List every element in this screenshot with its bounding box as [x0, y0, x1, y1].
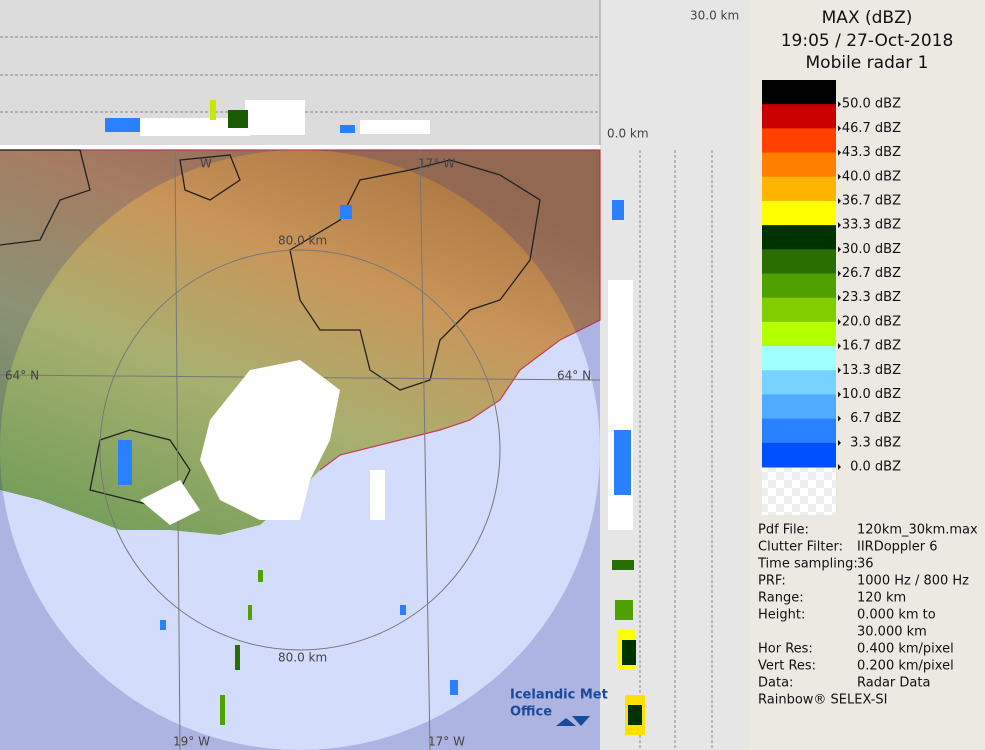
echoes [118, 205, 458, 725]
legend-label: 23.3 dBZ [842, 290, 901, 305]
legend-tick [838, 173, 841, 180]
logo-text: Icelandic Met [510, 688, 608, 703]
lon-label: 19° W [173, 735, 210, 749]
legend-label: 20.0 dBZ [842, 314, 901, 329]
range-label: 80.0 km [278, 651, 327, 665]
legend-label: 30.0 dBZ [842, 242, 901, 257]
legend-tick [838, 367, 841, 374]
info-label: Time sampling: [757, 557, 858, 572]
legend-tick [838, 197, 841, 204]
legend-label: 40.0 dBZ [842, 169, 901, 184]
legend-swatch [762, 370, 836, 395]
legend-tick [838, 101, 841, 108]
legend-radar: Mobile radar 1 [806, 53, 929, 73]
legend-swatch [762, 418, 836, 444]
legend-label: 16.7 dBZ [842, 339, 901, 354]
info-label: Range: [758, 591, 804, 606]
legend-label: 6.7 dBZ [850, 411, 901, 426]
info-label: Height: [758, 608, 805, 623]
legend-label: 36.7 dBZ [842, 193, 901, 208]
info-value: 0.400 km/pixel [857, 642, 954, 657]
legend-label: 10.0 dBZ [842, 387, 901, 402]
legend-swatch [762, 273, 836, 299]
legend-levels: 50.0 dBZ 46.7 dBZ 43.3 dBZ 40.0 dBZ 36.7 dBZ… [762, 80, 901, 475]
legend-swatch [762, 152, 836, 178]
footer: Rainbow® SELEX-SI [758, 693, 888, 708]
lon-label: W [200, 157, 212, 171]
legend-tick [838, 149, 841, 156]
legend-tick [838, 343, 841, 350]
legend-label: 3.3 dBZ [850, 435, 901, 450]
legend-swatch [762, 321, 836, 347]
legend-tick [838, 439, 841, 446]
legend-tick [838, 222, 841, 229]
info-label: Vert Res: [758, 659, 816, 674]
info-value: IIRDoppler 6 [857, 540, 938, 555]
info-table: Pdf File: 120km_30km.max Clutter Filter: II… [757, 523, 978, 691]
land [0, 150, 600, 535]
legend-swatch [762, 346, 836, 371]
top-echoes [105, 100, 430, 136]
info-label: Clutter Filter: [758, 540, 843, 555]
legend-label: 50.0 dBZ [842, 97, 901, 112]
legend-tick [838, 246, 841, 253]
legend-tick [838, 318, 841, 325]
legend-swatch [762, 128, 836, 154]
legend-tick [838, 125, 841, 132]
legend-tick [838, 464, 841, 470]
legend-swatch [762, 80, 836, 105]
info-label: Hor Res: [758, 642, 813, 657]
legend-tick [838, 294, 841, 301]
legend-tick [838, 415, 841, 422]
logo-text: Office [510, 705, 552, 720]
legend-tick [838, 391, 841, 398]
legend-swatch [762, 176, 836, 202]
info-label: Data: [758, 676, 793, 691]
info-label: Pdf File: [758, 523, 809, 538]
no-data-swatch [762, 467, 836, 515]
lon-label: 17° W [418, 157, 455, 171]
lon-label: 17° W [428, 735, 465, 749]
legend-title: MAX (dBZ) [822, 8, 913, 28]
legend-label: 0.0 dBZ [850, 460, 901, 475]
info-value: Radar Data [857, 676, 930, 691]
range-label: 80.0 km [278, 234, 327, 248]
legend-label: 33.3 dBZ [842, 218, 901, 233]
legend-label: 46.7 dBZ [842, 121, 901, 136]
legend-swatch [762, 297, 836, 323]
logo-mark [556, 716, 590, 726]
height-label: 30.0 km [690, 9, 739, 23]
legend-label: 43.3 dBZ [842, 145, 901, 160]
legend-swatch [762, 442, 836, 468]
legend-label: 13.3 dBZ [842, 363, 901, 378]
info-value: 36 [857, 557, 874, 572]
lat-label: 64° N [557, 369, 591, 383]
out-of-range [0, 150, 600, 750]
legend-label: 26.7 dBZ [842, 266, 901, 281]
side-echoes [608, 200, 645, 735]
info-label: PRF: [758, 574, 786, 589]
info-value: 30.000 km [857, 625, 927, 640]
legend-swatch [762, 394, 836, 420]
legend-swatch [762, 249, 836, 274]
legend-tick [838, 270, 841, 277]
legend-swatch [762, 104, 836, 129]
info-value: 0.000 km to [857, 608, 936, 623]
legend-swatch [762, 225, 836, 250]
coastline [0, 149, 601, 471]
info-value: 120km_30km.max [857, 523, 978, 538]
legend-swatch [762, 200, 836, 226]
info-value: 1000 Hz / 800 Hz [857, 574, 969, 589]
lat-label: 64° N [5, 369, 39, 383]
info-value: 0.200 km/pixel [857, 659, 954, 674]
legend-time: 19:05 / 27-Oct-2018 [781, 31, 954, 51]
height-label: 0.0 km [607, 127, 649, 141]
info-value: 120 km [857, 591, 906, 606]
